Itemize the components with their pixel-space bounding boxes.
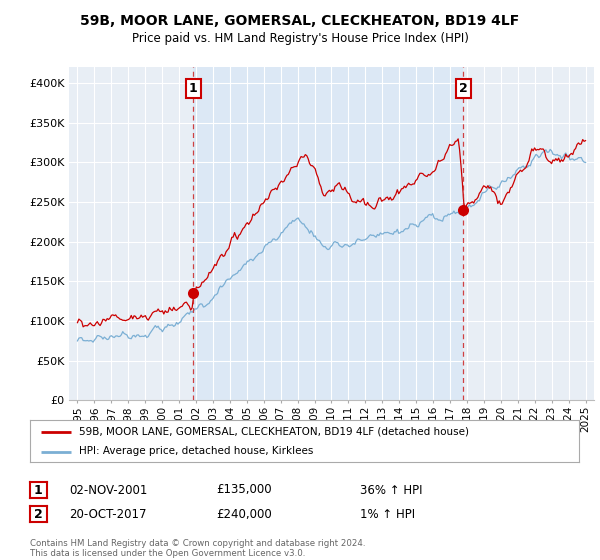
Text: 59B, MOOR LANE, GOMERSAL, CLECKHEATON, BD19 4LF: 59B, MOOR LANE, GOMERSAL, CLECKHEATON, B… [80, 14, 520, 28]
Text: 02-NOV-2001: 02-NOV-2001 [69, 483, 148, 497]
Text: 1: 1 [189, 82, 197, 95]
Text: 1% ↑ HPI: 1% ↑ HPI [360, 507, 415, 521]
Text: HPI: Average price, detached house, Kirklees: HPI: Average price, detached house, Kirk… [79, 446, 314, 456]
Text: £240,000: £240,000 [216, 507, 272, 521]
Text: Price paid vs. HM Land Registry's House Price Index (HPI): Price paid vs. HM Land Registry's House … [131, 32, 469, 45]
Text: 20-OCT-2017: 20-OCT-2017 [69, 507, 146, 521]
Text: 36% ↑ HPI: 36% ↑ HPI [360, 483, 422, 497]
Bar [193, 67, 463, 400]
Text: £135,000: £135,000 [216, 483, 272, 497]
Text: Contains HM Land Registry data © Crown copyright and database right 2024.
This d: Contains HM Land Registry data © Crown c… [30, 539, 365, 558]
Text: 1: 1 [34, 483, 43, 497]
Text: 2: 2 [34, 507, 43, 521]
Text: 2: 2 [459, 82, 468, 95]
Text: 59B, MOOR LANE, GOMERSAL, CLECKHEATON, BD19 4LF (detached house): 59B, MOOR LANE, GOMERSAL, CLECKHEATON, B… [79, 427, 469, 437]
